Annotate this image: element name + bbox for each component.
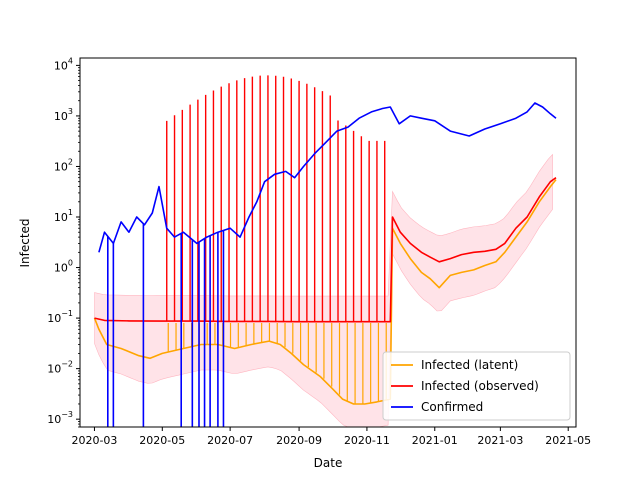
series-line-confirmed bbox=[98, 102, 557, 253]
series-layer bbox=[93, 102, 557, 427]
x-axis: 2020-03 2020-05 2020-07 2020-09 2020-11 2021-… bbox=[71, 427, 591, 447]
x-axis-label: Date bbox=[314, 456, 343, 470]
y-axis-label: Infected bbox=[18, 218, 32, 267]
x-tick-label: 2020-05 bbox=[139, 434, 185, 447]
y-tick-label: 10−2 bbox=[47, 360, 73, 376]
legend-box bbox=[382, 351, 571, 421]
x-tick-label: 2021-05 bbox=[545, 434, 591, 447]
legend: Infected (latent) Infected (observed) Conf… bbox=[382, 351, 571, 421]
y-tick-label: 10−1 bbox=[47, 309, 73, 325]
y-tick-label: 101 bbox=[54, 208, 73, 224]
y-tick-label: 100 bbox=[54, 259, 73, 275]
legend-label: Infected (observed) bbox=[421, 379, 539, 393]
y-tick-label: 104 bbox=[54, 56, 73, 72]
y-tick-label: 10−3 bbox=[47, 410, 73, 426]
x-tick-label: 2020-09 bbox=[276, 434, 322, 447]
plot-frame bbox=[79, 57, 577, 428]
x-tick-label: 2021-03 bbox=[477, 434, 523, 447]
series-line-infected-latent bbox=[93, 179, 557, 405]
series-line-infected-observed bbox=[94, 177, 557, 323]
x-tick-label: 2020-07 bbox=[207, 434, 253, 447]
uncertainty-band bbox=[94, 153, 553, 427]
oscillation-layer bbox=[166, 75, 387, 404]
x-tick-label: 2020-03 bbox=[71, 434, 117, 447]
uncertainty-band-layer bbox=[94, 153, 553, 427]
y-tick-label: 102 bbox=[54, 157, 73, 173]
legend-label: Infected (latent) bbox=[421, 358, 518, 372]
x-tick-label: 2020-11 bbox=[344, 434, 390, 447]
legend-label: Confirmed bbox=[421, 400, 483, 414]
x-tick-label: 2021-01 bbox=[412, 434, 458, 447]
y-tick-label: 103 bbox=[54, 107, 73, 123]
y-axis: 10−3 10−2 10−1 100 101 102 103 104 bbox=[47, 56, 80, 428]
